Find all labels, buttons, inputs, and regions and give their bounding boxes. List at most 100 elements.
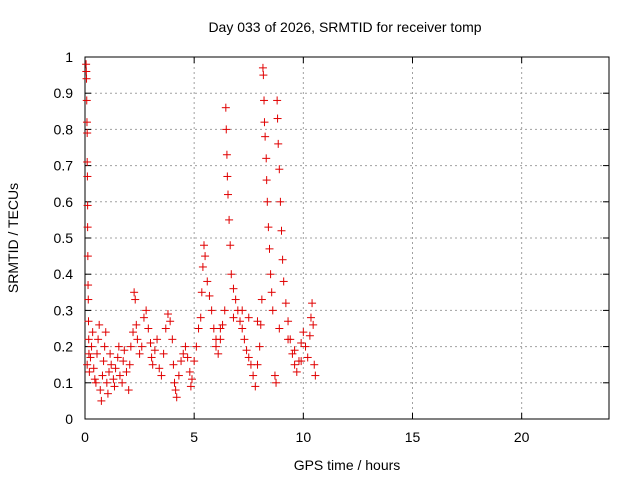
- data-point: [257, 295, 266, 304]
- x-axis-label: GPS time / hours: [294, 457, 401, 473]
- data-point: [171, 386, 180, 395]
- data-point: [118, 378, 127, 387]
- y-tick-label: 1: [65, 49, 73, 65]
- data-point: [309, 320, 318, 329]
- data-point: [198, 262, 207, 271]
- data-point: [168, 335, 177, 344]
- data-point: [225, 215, 234, 224]
- data-point: [249, 371, 258, 380]
- data-point: [133, 335, 142, 344]
- y-tick-label: 0.8: [54, 121, 74, 137]
- data-point: [275, 165, 284, 174]
- data-point: [244, 353, 253, 362]
- data-point: [279, 277, 288, 286]
- data-point: [169, 360, 178, 369]
- data-point: [159, 349, 168, 358]
- data-point: [147, 353, 156, 362]
- data-point: [170, 378, 179, 387]
- data-point: [172, 393, 181, 402]
- data-point: [270, 371, 279, 380]
- data-point: [226, 241, 235, 250]
- data-point: [290, 346, 299, 355]
- data-point: [238, 324, 247, 333]
- data-point: [107, 360, 116, 369]
- data-point: [179, 349, 188, 358]
- y-tick-label: 0.7: [54, 158, 74, 174]
- y-tick-label: 0.9: [54, 85, 74, 101]
- data-point: [174, 371, 183, 380]
- data-point: [84, 335, 93, 344]
- data-point: [129, 328, 138, 337]
- data-point: [306, 313, 315, 322]
- data-point: [264, 223, 273, 232]
- data-point: [303, 353, 312, 362]
- data-point: [273, 96, 282, 105]
- data-point: [197, 288, 206, 297]
- axis-ticks: 00.10.20.30.40.50.60.70.80.910 5 10 15 20: [54, 49, 609, 445]
- data-point: [259, 71, 268, 80]
- y-tick-label: 0.4: [54, 266, 74, 282]
- data-point: [84, 295, 93, 304]
- data-point: [109, 375, 118, 384]
- data-point: [94, 335, 103, 344]
- data-point: [97, 396, 106, 405]
- data-point: [278, 255, 287, 264]
- data-point: [205, 291, 214, 300]
- data-point: [83, 201, 92, 210]
- data-point: [146, 338, 155, 347]
- data-point: [83, 252, 92, 261]
- data-point: [260, 96, 269, 105]
- data-point: [102, 378, 111, 387]
- data-point: [284, 317, 293, 326]
- data-point: [262, 176, 271, 185]
- data-point: [311, 371, 320, 380]
- data-point: [90, 375, 99, 384]
- data-point: [212, 342, 220, 351]
- data-point: [148, 360, 157, 369]
- data-point: [199, 241, 208, 250]
- data-point: [224, 190, 233, 199]
- data-point: [105, 367, 114, 376]
- data-point: [223, 172, 232, 181]
- data-point: [150, 346, 159, 355]
- data-point: [83, 223, 92, 232]
- data-point: [207, 306, 216, 315]
- data-point: [265, 244, 274, 253]
- data-point: [111, 364, 120, 373]
- data-point: [82, 60, 91, 69]
- data-point: [262, 154, 271, 163]
- data-point: [221, 103, 230, 112]
- data-point: [218, 320, 227, 329]
- data-point: [95, 320, 104, 329]
- data-point: [115, 371, 124, 380]
- data-point: [261, 132, 270, 141]
- y-tick-label: 0.5: [54, 230, 74, 246]
- data-point: [82, 74, 91, 83]
- data-point: [260, 118, 269, 127]
- data-point: [106, 349, 115, 358]
- data-point: [255, 342, 264, 351]
- data-point: [275, 324, 284, 333]
- x-tick-label: 0: [81, 429, 89, 445]
- data-point: [299, 328, 308, 337]
- data-point: [88, 328, 97, 337]
- data-point: [222, 125, 231, 134]
- data-point: [244, 313, 253, 322]
- data-point: [267, 288, 276, 297]
- y-tick-label: 0.2: [54, 339, 74, 355]
- grid: [85, 57, 609, 419]
- data-point: [114, 342, 123, 351]
- data-point: [82, 96, 91, 105]
- data-point: [276, 197, 285, 206]
- data-point: [187, 375, 196, 384]
- chart-title: Day 033 of 2026, SRMTID for receiver tom…: [208, 19, 481, 35]
- data-point: [201, 252, 210, 261]
- data-point: [253, 317, 262, 326]
- y-tick-label: 0.6: [54, 194, 74, 210]
- y-axis-label: SRMTID / TECUs: [5, 183, 21, 293]
- data-point: [132, 320, 141, 329]
- x-tick-label: 5: [190, 429, 198, 445]
- data-point: [139, 313, 148, 322]
- data-point: [268, 306, 277, 315]
